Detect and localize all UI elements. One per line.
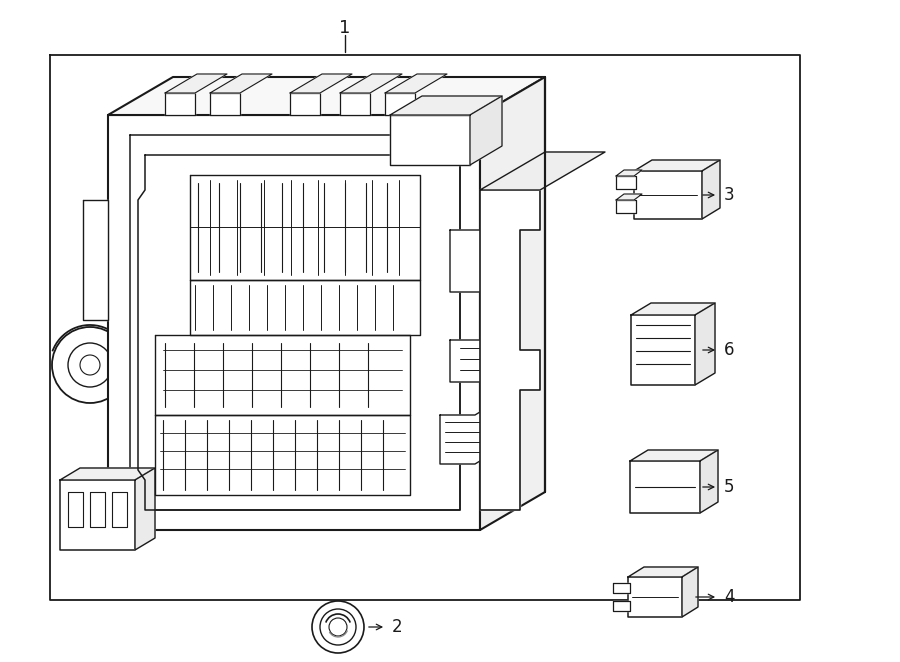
Polygon shape xyxy=(210,74,272,93)
Polygon shape xyxy=(480,152,605,190)
Polygon shape xyxy=(390,96,502,115)
Polygon shape xyxy=(613,601,630,611)
Polygon shape xyxy=(628,567,698,577)
Polygon shape xyxy=(682,567,698,617)
Polygon shape xyxy=(83,200,108,320)
Polygon shape xyxy=(390,115,470,165)
Polygon shape xyxy=(480,77,545,530)
Polygon shape xyxy=(60,480,135,550)
Polygon shape xyxy=(450,218,510,292)
Polygon shape xyxy=(630,450,718,461)
Polygon shape xyxy=(135,468,155,550)
Polygon shape xyxy=(634,171,702,219)
Polygon shape xyxy=(290,93,320,115)
Polygon shape xyxy=(340,93,370,115)
Text: 1: 1 xyxy=(339,19,351,37)
Polygon shape xyxy=(480,190,540,510)
Polygon shape xyxy=(210,93,240,115)
Polygon shape xyxy=(108,115,480,530)
Polygon shape xyxy=(108,77,545,115)
Polygon shape xyxy=(385,93,415,115)
Polygon shape xyxy=(702,160,720,219)
Polygon shape xyxy=(695,303,715,385)
Polygon shape xyxy=(165,93,195,115)
Polygon shape xyxy=(165,74,227,93)
Text: 2: 2 xyxy=(392,618,402,636)
Text: 5: 5 xyxy=(724,478,734,496)
Polygon shape xyxy=(631,315,695,385)
Text: 3: 3 xyxy=(724,186,734,204)
Polygon shape xyxy=(290,74,352,93)
Polygon shape xyxy=(616,194,642,200)
Polygon shape xyxy=(616,170,642,176)
Polygon shape xyxy=(630,461,700,513)
Polygon shape xyxy=(340,74,402,93)
Polygon shape xyxy=(634,160,720,171)
Circle shape xyxy=(312,601,364,653)
Polygon shape xyxy=(616,200,636,213)
Polygon shape xyxy=(60,468,155,480)
Polygon shape xyxy=(450,328,510,382)
Polygon shape xyxy=(628,577,682,617)
Polygon shape xyxy=(440,406,490,464)
Text: 6: 6 xyxy=(724,341,734,359)
Circle shape xyxy=(52,327,128,403)
Polygon shape xyxy=(470,96,502,165)
Polygon shape xyxy=(631,303,715,315)
Polygon shape xyxy=(613,583,630,593)
Polygon shape xyxy=(616,176,636,189)
Text: 4: 4 xyxy=(724,588,734,606)
Polygon shape xyxy=(385,74,447,93)
Polygon shape xyxy=(700,450,718,513)
